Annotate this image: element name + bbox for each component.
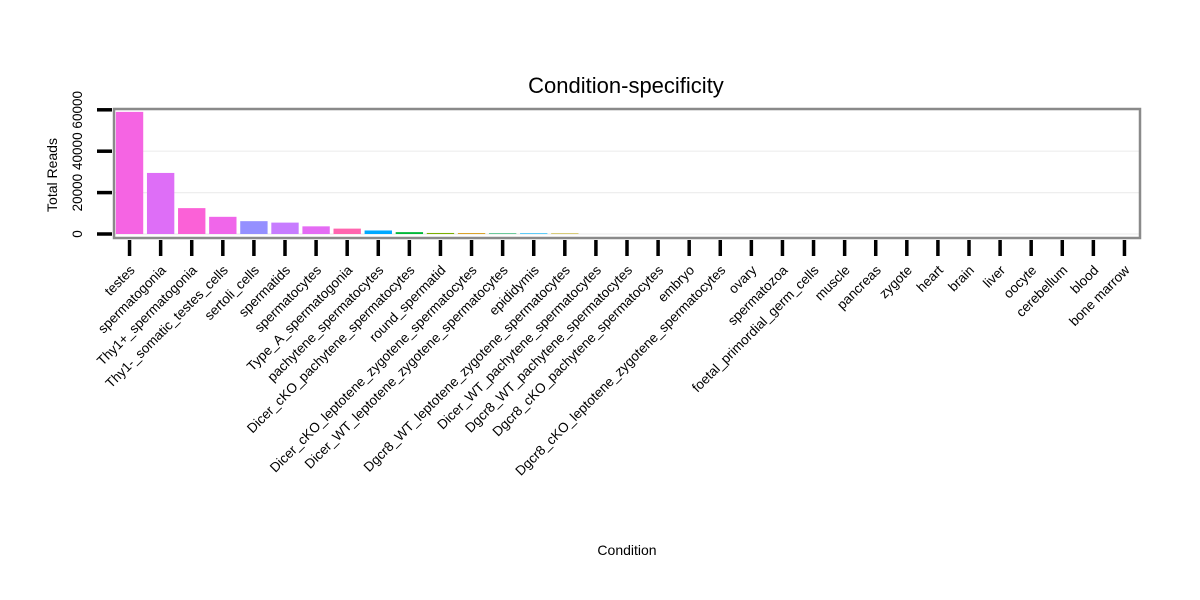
grid-lines xyxy=(114,109,1140,235)
bar-thy1-somatic-testes-cells xyxy=(209,216,237,234)
bar-epididymis xyxy=(520,233,548,234)
bar-type-a-spermatogonia xyxy=(333,228,361,234)
bar-thy1-spermatogonia xyxy=(178,208,206,234)
x-tick-label: brain xyxy=(945,263,977,295)
bar-dgcr8-wt-leptotene-zygotene-spermatocytes xyxy=(551,233,579,234)
x-axis-label: Condition xyxy=(597,542,656,558)
bar-spermatogonia xyxy=(146,172,175,234)
bar-testes xyxy=(115,111,144,234)
bar-sertoli-cells xyxy=(240,221,268,234)
x-tick-label: heart xyxy=(914,262,947,295)
bar-spermatids xyxy=(271,222,299,234)
y-tick-label: 20000 xyxy=(70,174,85,212)
y-tick-label: 60000 xyxy=(70,91,85,129)
bars xyxy=(115,111,579,234)
bar-dicer-cko-leptotene-zygotene-spermatocytes xyxy=(457,233,486,234)
bar-round-spermatid xyxy=(426,232,455,234)
y-tick-label: 0 xyxy=(70,230,85,238)
x-tick-label: zygote xyxy=(876,263,915,302)
bar-dicer-wt-leptotene-zygotene-spermatocytes xyxy=(488,233,517,234)
bar-pachytene-spermatocytes xyxy=(364,230,392,234)
y-axis-label: Total Reads xyxy=(44,138,60,212)
bar-dicer-cko-pachytene-spermatocytes xyxy=(395,232,424,234)
x-axis: testesspermatogoniaThy1+_spermatogoniaTh… xyxy=(94,240,1133,478)
chart-title: Condition-specificity xyxy=(528,73,724,98)
y-tick-label: 40000 xyxy=(70,132,85,170)
bar-spermatocytes xyxy=(302,226,330,234)
y-axis: 0 20000 40000 60000 xyxy=(70,91,112,238)
plot-border xyxy=(112,107,1142,240)
